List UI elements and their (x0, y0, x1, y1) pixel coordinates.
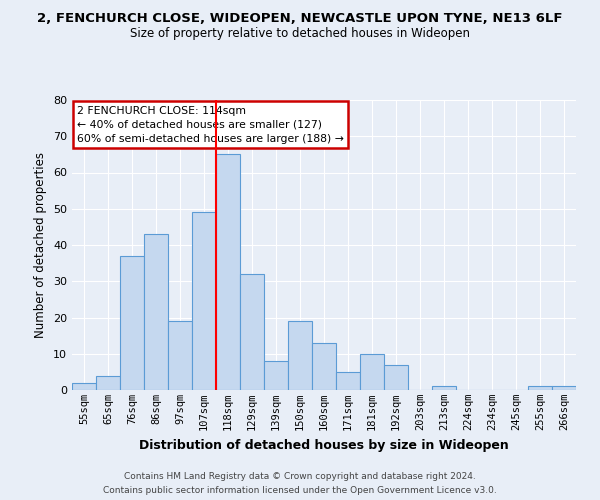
Bar (360, 354, 384, 390)
Bar (336, 372, 360, 390)
Text: 2, FENCHURCH CLOSE, WIDEOPEN, NEWCASTLE UPON TYNE, NE13 6LF: 2, FENCHURCH CLOSE, WIDEOPEN, NEWCASTLE … (37, 12, 563, 26)
Y-axis label: Number of detached properties: Number of detached properties (34, 152, 47, 338)
Bar (240, 274, 264, 390)
Bar (144, 234, 168, 390)
Bar (96, 376, 120, 390)
Text: Contains HM Land Registry data © Crown copyright and database right 2024.: Contains HM Land Registry data © Crown c… (124, 472, 476, 481)
Bar (432, 386, 456, 390)
Bar (72, 383, 96, 390)
X-axis label: Distribution of detached houses by size in Wideopen: Distribution of detached houses by size … (139, 438, 509, 452)
Text: Size of property relative to detached houses in Wideopen: Size of property relative to detached ho… (130, 28, 470, 40)
Bar (528, 386, 552, 390)
Bar (552, 386, 576, 390)
Bar (120, 256, 144, 390)
Text: 2 FENCHURCH CLOSE: 114sqm
← 40% of detached houses are smaller (127)
60% of semi: 2 FENCHURCH CLOSE: 114sqm ← 40% of detac… (77, 106, 344, 144)
Bar (264, 361, 288, 390)
Bar (312, 343, 336, 390)
Bar (384, 364, 408, 390)
Bar (168, 321, 192, 390)
Text: Contains public sector information licensed under the Open Government Licence v3: Contains public sector information licen… (103, 486, 497, 495)
Bar (216, 154, 240, 390)
Bar (288, 321, 312, 390)
Bar (192, 212, 216, 390)
